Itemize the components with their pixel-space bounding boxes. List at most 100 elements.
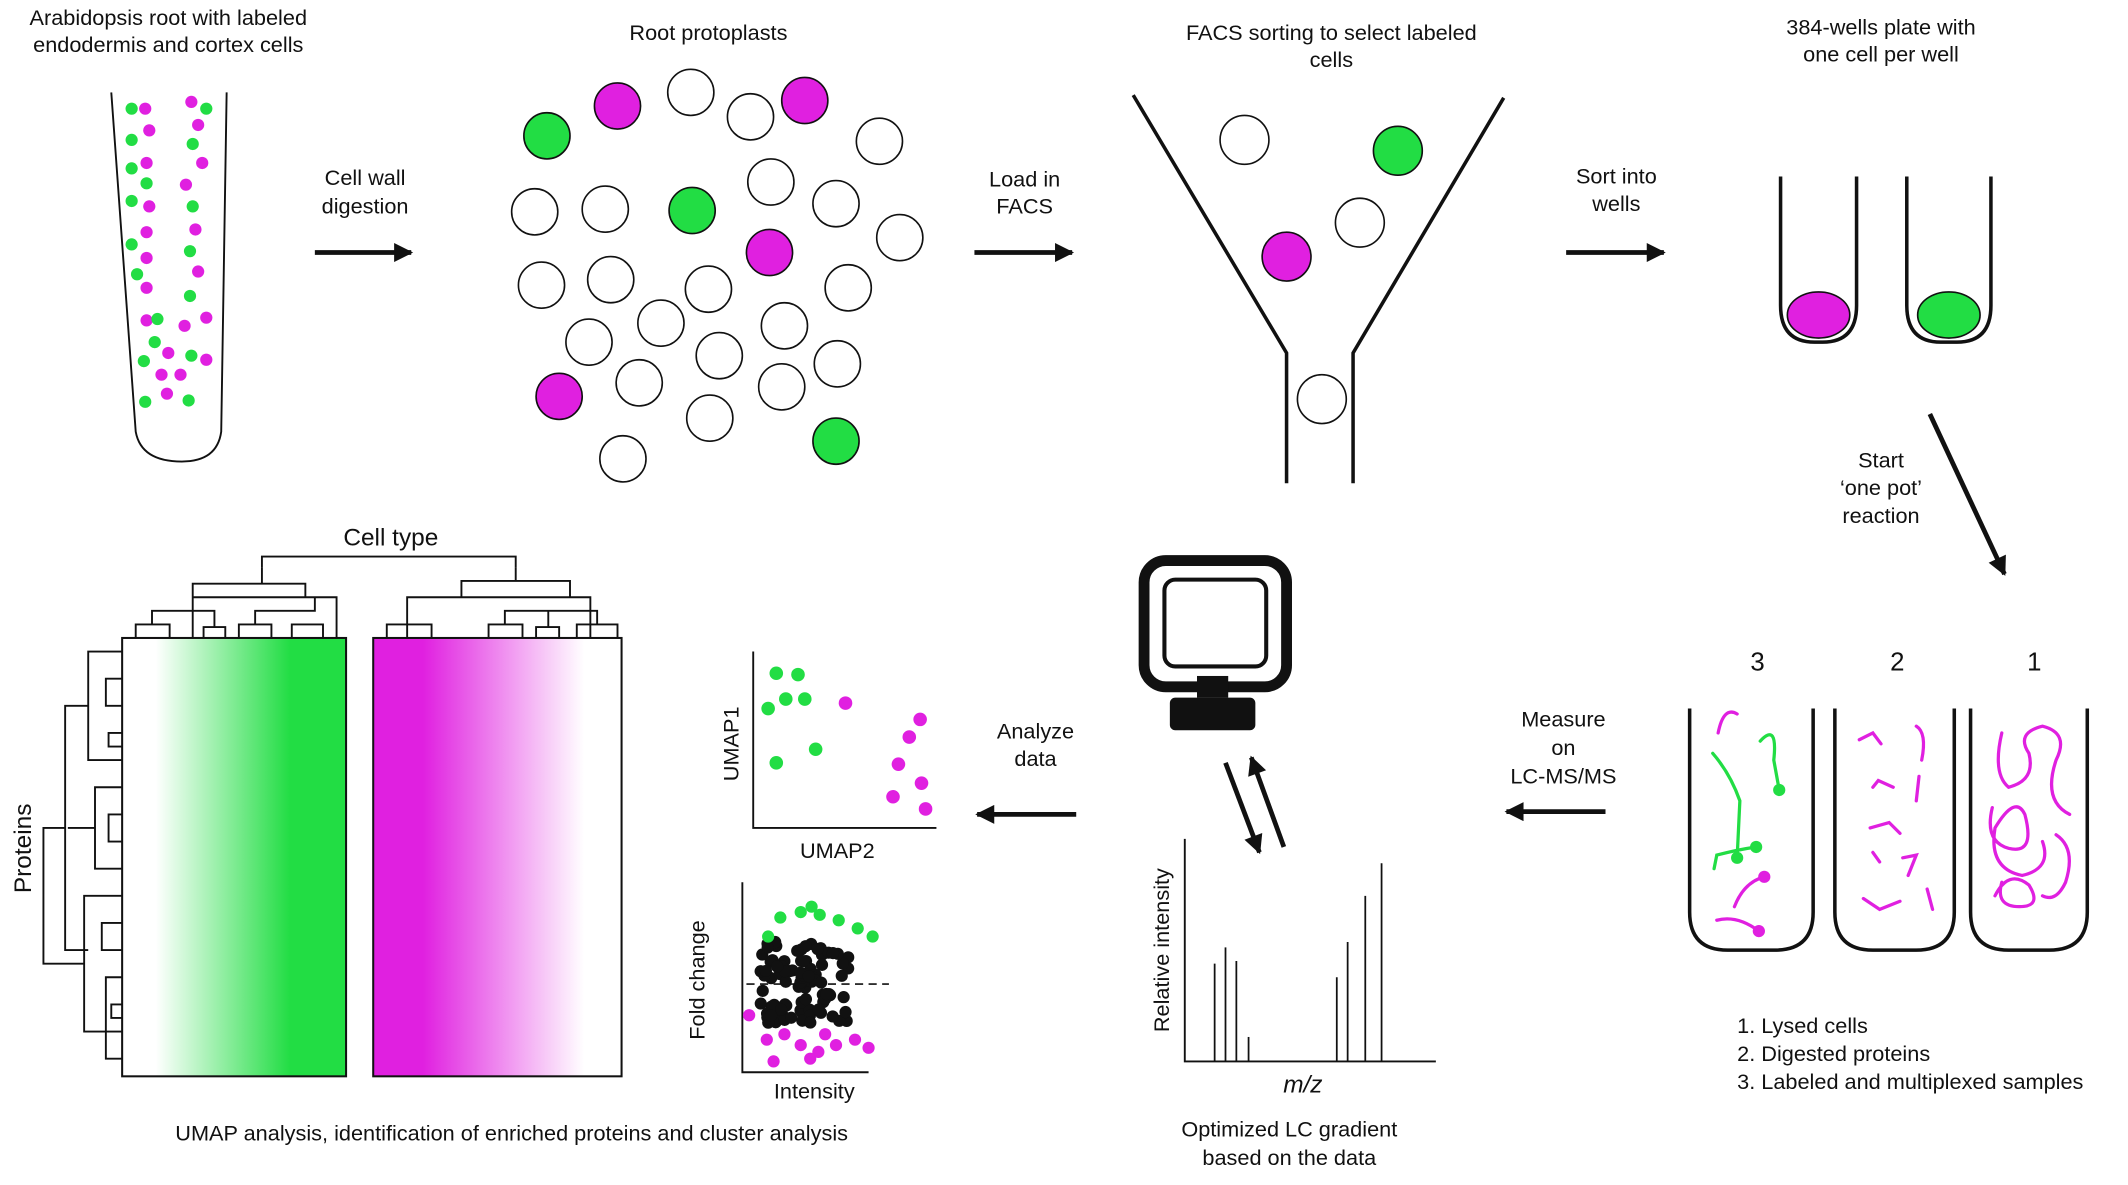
arrow-label: Cell wall <box>325 165 406 190</box>
protoplast <box>855 117 904 166</box>
panel-title: FACS sorting to select labeled <box>1186 20 1477 45</box>
protoplast <box>523 111 571 160</box>
volcano-point <box>812 1045 825 1058</box>
volcano-point <box>819 1028 832 1041</box>
umap-point <box>902 730 917 744</box>
protoplast <box>517 261 566 309</box>
root-cell <box>185 349 198 362</box>
protoplast <box>685 394 734 442</box>
root-cell <box>148 336 161 349</box>
protoplast <box>875 213 924 262</box>
volcano-point <box>799 993 813 1006</box>
volcano-point <box>835 969 848 982</box>
umap-point <box>779 692 793 706</box>
root-cell <box>151 312 164 326</box>
volcano-point <box>814 976 828 989</box>
protoplast <box>726 92 775 141</box>
volcano-point <box>804 1016 817 1029</box>
protoplast <box>668 186 717 235</box>
label-tag <box>1773 783 1786 797</box>
protoplast <box>746 158 795 206</box>
volcano-point <box>836 957 849 970</box>
volcano-point <box>743 1009 756 1022</box>
caption: based on the data <box>1202 1145 1377 1170</box>
panel-title: endodermis and cortex cells <box>33 32 303 57</box>
volcano-point <box>760 1033 773 1046</box>
peptide <box>1716 710 1739 735</box>
volcano-point <box>785 1011 798 1024</box>
volcano-point <box>832 914 845 927</box>
legend-item: 2. Digested proteins <box>1737 1041 1930 1066</box>
root-cell <box>140 251 153 265</box>
tube-label: 2 <box>1890 649 1904 677</box>
peptide <box>1711 751 1742 860</box>
volcano-point <box>802 970 815 983</box>
root-cell <box>179 178 193 191</box>
heatmap-green <box>121 636 348 1078</box>
arrow-label: Sort into <box>1576 164 1657 189</box>
panel-title: one cell per well <box>1803 41 1959 66</box>
dendrogram <box>385 609 619 638</box>
dendrogram <box>134 597 324 638</box>
root-cell <box>139 395 152 408</box>
arrow-label: Start <box>1858 447 1904 472</box>
volcano-point <box>774 911 787 924</box>
protoplast <box>745 228 794 277</box>
root-cell <box>140 156 153 170</box>
volcano-point <box>775 1003 788 1016</box>
well <box>1905 176 1993 344</box>
peptide <box>1861 896 1902 912</box>
arrow-label: data <box>1014 746 1057 771</box>
caption: UMAP analysis, identification of enriche… <box>175 1120 848 1145</box>
protoplast <box>813 339 862 388</box>
dendrogram <box>260 555 517 568</box>
root-outline <box>110 92 228 463</box>
root-cell <box>155 368 168 381</box>
protoplast <box>637 299 685 347</box>
peptide <box>1758 733 1781 792</box>
volcano-point <box>813 908 826 921</box>
protoplast <box>535 372 584 421</box>
protoplast <box>757 363 806 411</box>
axis-label: Cell type <box>343 524 438 551</box>
peptide <box>1732 875 1766 909</box>
arrow <box>1927 413 2007 576</box>
protoplast <box>780 76 829 125</box>
umap-point <box>913 712 927 727</box>
volcano-axes <box>741 882 869 1074</box>
volcano-point <box>848 1033 862 1046</box>
root-cell <box>137 355 150 368</box>
root-cell <box>140 177 153 190</box>
peptide <box>1857 730 1883 746</box>
root-cell <box>189 223 202 236</box>
volcano-point <box>764 1009 778 1022</box>
umap-point <box>918 802 933 816</box>
umap-point <box>761 701 775 716</box>
peptide <box>1871 778 1895 789</box>
peptide <box>1925 887 1935 912</box>
peptide <box>1988 805 2047 878</box>
umap-point <box>798 692 812 706</box>
sorted-cell <box>1372 125 1424 176</box>
protoplast <box>760 301 809 350</box>
root-cell <box>185 95 198 108</box>
arrow-label: Measure <box>1521 706 1605 731</box>
protoplast <box>581 185 630 233</box>
arrow-label: Analyze <box>997 719 1074 744</box>
volcano-point <box>826 946 840 960</box>
panel-title: cells <box>1310 47 1354 72</box>
peptide <box>1871 850 1882 864</box>
dendrogram <box>42 827 123 1060</box>
volcano-point <box>756 984 769 997</box>
tube <box>1687 708 1815 952</box>
axis-label: Fold change <box>685 920 710 1039</box>
arrow <box>1248 755 1287 848</box>
volcano-point <box>862 1041 875 1054</box>
root-cell <box>183 289 197 303</box>
root-cell <box>125 238 138 251</box>
root-cell <box>125 194 138 208</box>
volcano-point <box>829 1039 843 1052</box>
protoplast <box>565 318 613 366</box>
root-cell <box>125 102 138 115</box>
